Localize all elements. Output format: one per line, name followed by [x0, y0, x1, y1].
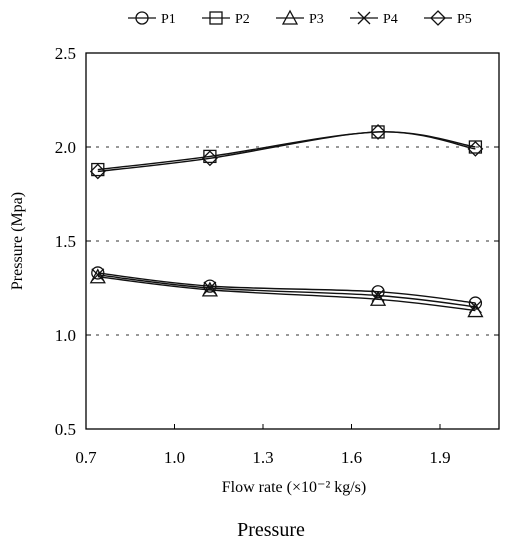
marker-p1 [371, 285, 385, 299]
marker-p1 [203, 279, 217, 293]
x-tick-label: 0.7 [75, 448, 97, 467]
x-tick-label: 1.9 [429, 448, 450, 467]
legend-marker-p1 [135, 11, 149, 25]
y-tick-label: 2.5 [55, 44, 76, 63]
grid [86, 146, 499, 336]
marker-p3 [201, 281, 218, 297]
y-tick-label: 0.5 [55, 420, 76, 439]
marker-p4 [203, 281, 217, 295]
legend-label-p5: P5 [457, 12, 472, 27]
legend-label-p1: P1 [161, 12, 176, 27]
legend-marker-p4 [357, 11, 371, 25]
marker-p4 [468, 300, 482, 314]
y-tick-label: 1.5 [55, 232, 76, 251]
marker-p5 [467, 140, 484, 157]
figure-caption: Pressure [237, 519, 305, 541]
markers-layer [89, 124, 484, 318]
legend-marker-p5 [430, 10, 446, 26]
axis-ticks: 0.7 1.0 1.3 1.6 1.9 0.5 1.0 1.5 2.0 2.5 [55, 44, 499, 467]
legend-marker-p2 [209, 11, 223, 25]
marker-p2 [371, 125, 385, 139]
x-tick-label: 1.0 [164, 448, 185, 467]
marker-p5 [201, 150, 218, 167]
marker-p5 [89, 163, 106, 180]
y-tick-label: 2.0 [55, 138, 76, 157]
marker-p5 [370, 124, 386, 140]
series-line-p2 [97, 131, 476, 171]
series-line-p5 [97, 131, 476, 173]
y-tick-label: 1.0 [55, 326, 76, 345]
legend-label-p4: P4 [383, 12, 398, 27]
legend-marker-p3 [281, 9, 299, 25]
legend-label-p2: P2 [235, 12, 250, 27]
series-layer [97, 131, 476, 312]
marker-p1 [468, 296, 483, 310]
marker-p4 [371, 289, 385, 302]
x-tick-label: 1.6 [341, 448, 362, 467]
marker-p3 [89, 268, 106, 284]
series-line-p4 [97, 274, 476, 308]
marker-p1 [91, 266, 105, 280]
marker-p4 [91, 268, 105, 282]
x-axis-label: Flow rate (×10⁻² kg/s) [222, 479, 366, 496]
series-line-p3 [97, 276, 476, 312]
y-axis-label: Pressure (Mpa) [9, 192, 26, 290]
x-tick-label: 1.3 [252, 448, 273, 467]
legend: P1 P2 P3 P4 P5 [128, 9, 472, 27]
legend-label-p3: P3 [309, 12, 324, 27]
series-line-p1 [97, 272, 476, 304]
